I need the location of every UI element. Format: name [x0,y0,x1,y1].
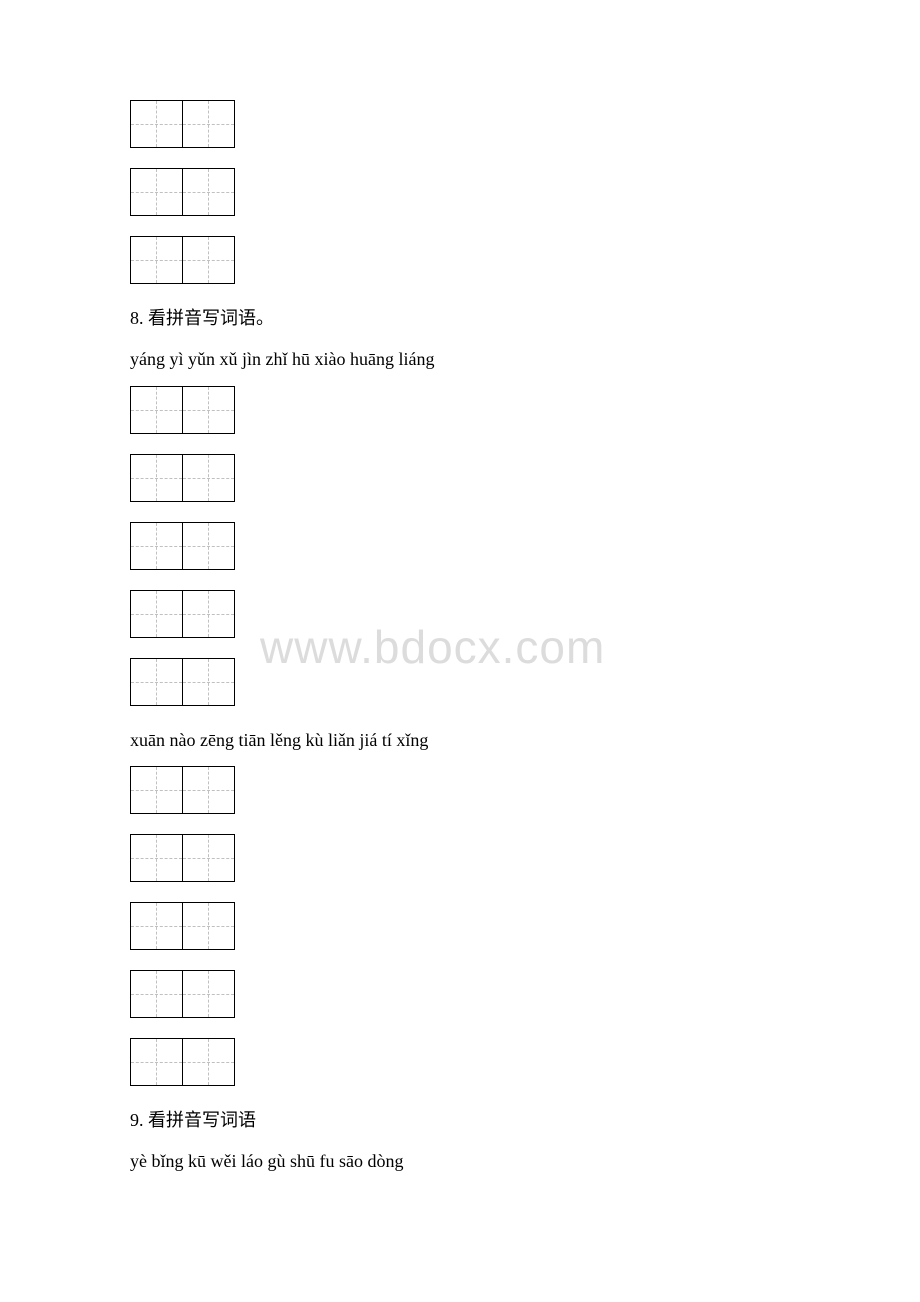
tianzige-box [130,834,235,882]
tianzige-cell [131,767,183,813]
tianzige-cell [131,455,183,501]
grid-group [130,386,790,706]
pinyin-line: yè bǐng kū wěi láo gù shū fu sāo dòng [130,1147,790,1176]
tianzige-cell [183,903,235,949]
tianzige-box [130,100,235,148]
tianzige-cell [183,455,235,501]
tianzige-cell [131,101,183,147]
writing-grid-box [130,590,790,638]
writing-grid-box [130,970,790,1018]
pinyin-line: yáng yì yǔn xǔ jìn zhǐ hū xiào huāng liá… [130,345,790,374]
writing-grid-box [130,236,790,284]
writing-grid-box [130,658,790,706]
tianzige-box [130,590,235,638]
writing-grid-box [130,766,790,814]
tianzige-cell [131,659,183,705]
tianzige-cell [183,523,235,569]
tianzige-box [130,902,235,950]
tianzige-cell [183,101,235,147]
grid-group [130,100,790,284]
writing-grid-box [130,100,790,148]
tianzige-cell [183,659,235,705]
tianzige-cell [131,591,183,637]
writing-grid-box [130,902,790,950]
tianzige-box [130,522,235,570]
tianzige-cell [183,169,235,215]
writing-grid-box [130,386,790,434]
writing-grid-box [130,1038,790,1086]
tianzige-box [130,766,235,814]
tianzige-box [130,386,235,434]
document-content: 8. 看拼音写词语。 yáng yì yǔn xǔ jìn zhǐ hū xià… [0,0,920,1176]
tianzige-cell [131,387,183,433]
tianzige-box [130,168,235,216]
tianzige-cell [131,523,183,569]
tianzige-cell [183,835,235,881]
tianzige-box [130,236,235,284]
tianzige-cell [183,237,235,283]
pinyin-line: xuān nào zēng tiān lěng kù liǎn jiá tí x… [130,726,790,755]
grid-group [130,766,790,1086]
writing-grid-box [130,522,790,570]
tianzige-cell [183,767,235,813]
tianzige-box [130,970,235,1018]
tianzige-cell [131,903,183,949]
tianzige-cell [183,971,235,1017]
tianzige-cell [183,591,235,637]
tianzige-box [130,1038,235,1086]
tianzige-cell [183,1039,235,1085]
writing-grid-box [130,834,790,882]
question-label: 8. 看拼音写词语。 [130,304,790,333]
tianzige-cell [131,971,183,1017]
question-label: 9. 看拼音写词语 [130,1106,790,1135]
tianzige-box [130,658,235,706]
tianzige-cell [131,835,183,881]
writing-grid-box [130,168,790,216]
tianzige-cell [183,387,235,433]
writing-grid-box [130,454,790,502]
tianzige-cell [131,169,183,215]
tianzige-cell [131,237,183,283]
tianzige-box [130,454,235,502]
tianzige-cell [131,1039,183,1085]
